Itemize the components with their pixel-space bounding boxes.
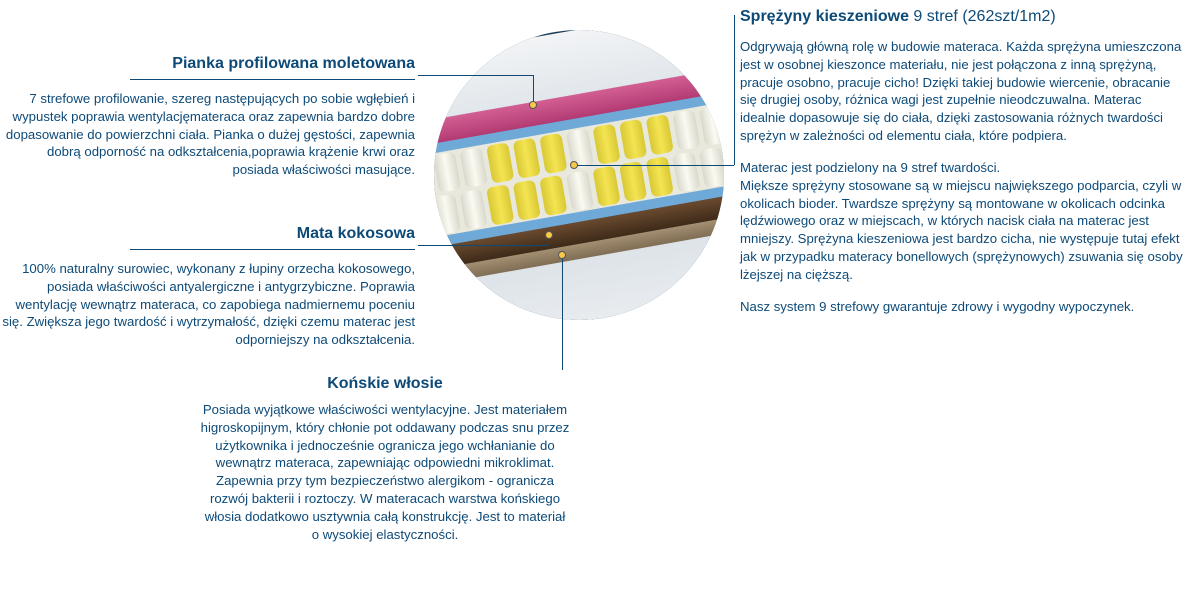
title-bold-part: Sprężyny kieszeniowe [740, 8, 909, 25]
spring-yellow [592, 166, 620, 207]
dot-springs [570, 161, 578, 169]
callout-coco-body: 100% naturalny surowiec, wykonany z łupi… [0, 260, 415, 349]
leader-springs [576, 165, 734, 166]
dot-horse [558, 251, 566, 259]
title-rest-part: 9 stref (262szt/1m2) [909, 8, 1056, 25]
callout-horse-body: Posiada wyjątkowe właściwości wentylacyj… [200, 401, 570, 544]
spring-white [672, 109, 700, 150]
mattress-cross-section-diagram [434, 30, 724, 320]
spring-white [672, 151, 700, 192]
leader-springs-v [734, 15, 735, 165]
callout-coco-title: Mata kokosowa [130, 225, 415, 250]
spring-white [459, 147, 487, 188]
spring-yellow [486, 184, 514, 225]
spring-white [459, 189, 487, 230]
spring-yellow [619, 161, 647, 202]
diagram-circle [434, 30, 724, 320]
springs-p3: Nasz system 9 strefowy gwarantuje zdrowy… [740, 298, 1186, 316]
springs-p1: Odgrywają główną rolę w budowie materaca… [740, 38, 1186, 145]
callout-springs: Sprężyny kieszeniowe 9 stref (262szt/1m2… [740, 8, 1186, 329]
dot-foam [529, 101, 537, 109]
leader-coco [418, 245, 549, 246]
leader-foam [418, 75, 533, 76]
spring-white [699, 105, 724, 146]
springs-p2: Materac jest podzielony na 9 stref tward… [740, 159, 1186, 284]
dot-coco [545, 231, 553, 239]
callout-foam-title: Pianka profilowana moletowana [130, 55, 415, 80]
spring-white [566, 170, 594, 211]
spring-yellow [513, 138, 541, 179]
callout-springs-body: Odgrywają główną rolę w budowie materaca… [740, 38, 1186, 315]
leader-horse [562, 255, 563, 370]
callout-coco: Mata kokosowa 100% naturalny surowiec, w… [0, 225, 415, 349]
spring-white [434, 194, 461, 235]
callout-foam-body: 7 strefowe profilowanie, szereg następuj… [0, 90, 415, 179]
spring-yellow [619, 119, 647, 160]
callout-horse: Końskie włosie Posiada wyjątkowe właściw… [200, 375, 570, 544]
spring-yellow [539, 133, 567, 174]
spring-white [699, 147, 724, 188]
spring-yellow [539, 175, 567, 216]
spring-yellow [513, 180, 541, 221]
spring-yellow [646, 114, 674, 155]
callout-springs-title: Sprężyny kieszeniowe 9 stref (262szt/1m2… [740, 8, 1186, 26]
spring-yellow [646, 156, 674, 197]
callout-horse-title: Końskie włosie [200, 375, 570, 393]
spring-yellow [592, 124, 620, 165]
spring-yellow [486, 142, 514, 183]
callout-foam: Pianka profilowana moletowana 7 strefowe… [0, 55, 415, 179]
spring-white [434, 152, 461, 193]
